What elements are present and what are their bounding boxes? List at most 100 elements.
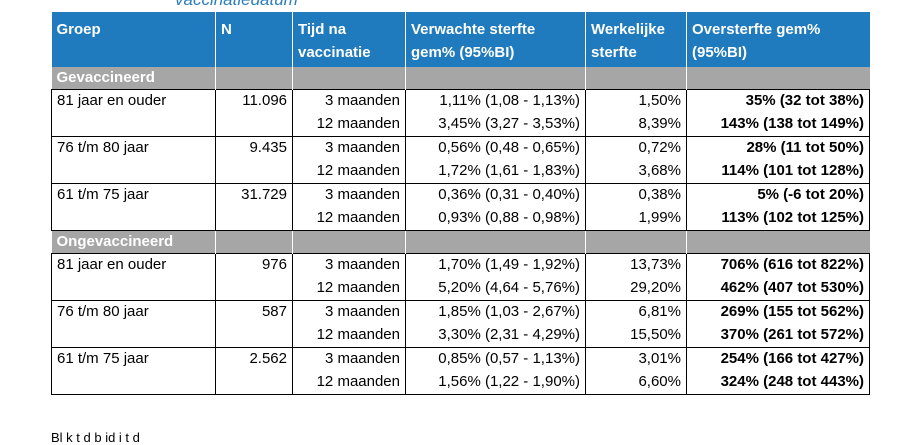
- oversterfte-cell-line: 5% (-6 tot 20%): [757, 186, 864, 203]
- verwacht-cell-line: 0,36% (0,31 - 0,40%): [438, 186, 580, 203]
- oversterfte-cell-line: 114% (101 tot 128%): [721, 162, 864, 179]
- tijd-cell-line: 12 maanden: [316, 209, 400, 226]
- verwacht-cell-line: 0,56% (0,48 - 0,65%): [438, 139, 580, 156]
- section-row: Gevaccineerd: [51, 67, 870, 90]
- section-filler: [215, 230, 293, 254]
- verwacht-cell-line: 1,70% (1,49 - 1,92%): [438, 256, 580, 273]
- oversterfte-cell-line: 370% (261 tot 572%): [720, 326, 864, 343]
- cut-heading: vaccinatiedatum: [0, 0, 904, 12]
- werkelijk-cell-line: 29,20%: [630, 279, 681, 296]
- header-werkelijk: Werkelijke sterfte: [585, 12, 687, 67]
- werkelijk-cell-line: 6,81%: [638, 303, 681, 320]
- werkelijk-cell-line: 0,72%: [638, 139, 681, 156]
- werkelijk-cell-line: 3,01%: [638, 350, 681, 367]
- table-row: 61 t/m 75 jaar 2.562 3 maanden 12 maanden 0,…: [51, 347, 870, 395]
- table-row: 81 jaar en ouder 976 3 maanden 12 maanden 1,…: [51, 253, 870, 301]
- tijd-cell: 3 maanden 12 maanden: [292, 136, 406, 184]
- group-name: 81 jaar en ouder: [51, 89, 216, 137]
- werkelijk-cell: 0,72% 3,68%: [585, 136, 687, 184]
- verwacht-cell-line: 0,93% (0,88 - 0,98%): [438, 209, 580, 226]
- verwacht-cell: 1,85% (1,03 - 2,67%) 3,30% (2,31 - 4,29%): [405, 300, 586, 348]
- group-name: 76 t/m 80 jaar: [51, 136, 216, 184]
- werkelijk-cell-line: 1,99%: [638, 209, 681, 226]
- verwacht-cell-line: 1,72% (1,61 - 1,83%): [438, 162, 580, 179]
- header-groep: Groep: [51, 12, 216, 67]
- oversterfte-cell-line: 143% (138 tot 149%): [720, 115, 864, 132]
- oversterfte-cell: 254% (166 tot 427%) 324% (248 tot 443%): [686, 347, 870, 395]
- section-filler: [292, 67, 406, 90]
- section-filler: [686, 67, 870, 90]
- verwacht-cell: 0,56% (0,48 - 0,65%) 1,72% (1,61 - 1,83%): [405, 136, 586, 184]
- header-over: Oversterfte gem% (95%BI): [686, 12, 870, 67]
- verwacht-cell-line: 3,45% (3,27 - 3,53%): [438, 115, 580, 132]
- cut-heading-text: vaccinatiedatum: [175, 0, 298, 10]
- group-n: 11.096: [215, 89, 293, 137]
- oversterfte-cell: 28% (11 tot 50%) 114% (101 tot 128%): [686, 136, 870, 184]
- werkelijk-cell-line: 8,39%: [638, 115, 681, 132]
- verwacht-cell: 0,36% (0,31 - 0,40%) 0,93% (0,88 - 0,98%): [405, 183, 586, 231]
- group-n: 31.729: [215, 183, 293, 231]
- section-filler: [686, 230, 870, 254]
- section-filler: [405, 67, 586, 90]
- group-name: 61 t/m 75 jaar: [51, 347, 216, 395]
- tijd-cell-line: 12 maanden: [316, 162, 400, 179]
- werkelijk-cell-line: 13,73%: [630, 256, 681, 273]
- section-filler: [585, 230, 687, 254]
- oversterfte-cell: 35% (32 tot 38%) 143% (138 tot 149%): [686, 89, 870, 137]
- verwacht-cell: 1,11% (1,08 - 1,13%) 3,45% (3,27 - 3,53%): [405, 89, 586, 137]
- header-tijd: Tijd na vaccinatie: [292, 12, 406, 67]
- table-row: 76 t/m 80 jaar 587 3 maanden 12 maanden 1,85…: [51, 300, 870, 348]
- tijd-cell: 3 maanden 12 maanden: [292, 300, 406, 348]
- werkelijk-cell: 0,38% 1,99%: [585, 183, 687, 231]
- oversterfte-cell-line: 35% (32 tot 38%): [745, 92, 864, 109]
- section-label: Gevaccineerd: [51, 67, 216, 90]
- section-filler: [292, 230, 406, 254]
- werkelijk-cell: 1,50% 8,39%: [585, 89, 687, 137]
- header-row: Groep N Tijd na vaccinatie Verwachte ste…: [51, 12, 870, 67]
- werkelijk-cell-line: 6,60%: [638, 373, 681, 390]
- tijd-cell-line: 3 maanden: [324, 303, 400, 320]
- table-row: 61 t/m 75 jaar 31.729 3 maanden 12 maanden 0…: [51, 183, 870, 231]
- header-n: N: [215, 12, 293, 67]
- group-n: 9.435: [215, 136, 293, 184]
- verwacht-cell-line: 1,56% (1,22 - 1,90%): [438, 373, 580, 390]
- section-filler: [405, 230, 586, 254]
- group-n: 587: [215, 300, 293, 348]
- oversterfte-cell: 5% (-6 tot 20%) 113% (102 tot 125%): [686, 183, 870, 231]
- group-name: 81 jaar en ouder: [51, 253, 216, 301]
- werkelijk-cell-line: 15,50%: [630, 326, 681, 343]
- table-row: 76 t/m 80 jaar 9.435 3 maanden 12 maanden 0,…: [51, 136, 870, 184]
- oversterfte-cell-line: 254% (166 tot 427%): [720, 350, 864, 367]
- oversterfte-cell-line: 462% (407 tot 530%): [720, 279, 864, 296]
- werkelijk-cell-line: 0,38%: [638, 186, 681, 203]
- oversterfte-cell-line: 324% (248 tot 443%): [720, 373, 864, 390]
- tijd-cell-line: 3 maanden: [324, 350, 400, 367]
- werkelijk-cell-line: 1,50%: [638, 92, 681, 109]
- oversterfte-cell-line: 28% (11 tot 50%): [746, 139, 864, 156]
- tijd-cell-line: 3 maanden: [324, 256, 400, 273]
- tijd-cell-line: 12 maanden: [316, 373, 400, 390]
- oversterfte-cell: 269% (155 tot 562%) 370% (261 tot 572%): [686, 300, 870, 348]
- tijd-cell-line: 3 maanden: [324, 186, 400, 203]
- tijd-cell: 3 maanden 12 maanden: [292, 89, 406, 137]
- section-filler: [585, 67, 687, 90]
- verwacht-cell-line: 0,85% (0,57 - 1,13%): [438, 350, 580, 367]
- verwacht-cell-line: 5,20% (4,64 - 5,76%): [438, 279, 580, 296]
- werkelijk-cell: 13,73% 29,20%: [585, 253, 687, 301]
- header-verwacht: Verwachte sterfte gem% (95%BI): [405, 12, 586, 67]
- verwacht-cell-line: 1,85% (1,03 - 2,67%): [438, 303, 580, 320]
- table-row: 81 jaar en ouder 11.096 3 maanden 12 maande…: [51, 89, 870, 137]
- tijd-cell-line: 12 maanden: [316, 279, 400, 296]
- tijd-cell: 3 maanden 12 maanden: [292, 347, 406, 395]
- tijd-cell-line: 12 maanden: [316, 115, 400, 132]
- verwacht-cell-line: 1,11% (1,08 - 1,13%): [439, 92, 580, 109]
- tijd-cell-line: 12 maanden: [316, 326, 400, 343]
- werkelijk-cell: 6,81% 15,50%: [585, 300, 687, 348]
- oversterfte-cell-line: 113% (102 tot 125%): [721, 209, 864, 226]
- excess-mortality-table: Groep N Tijd na vaccinatie Verwachte ste…: [51, 12, 870, 395]
- verwacht-cell-line: 3,30% (2,31 - 4,29%): [438, 326, 580, 343]
- section-filler: [215, 67, 293, 90]
- werkelijk-cell: 3,01% 6,60%: [585, 347, 687, 395]
- section-row: Ongevaccineerd: [51, 230, 870, 254]
- tijd-cell-line: 3 maanden: [324, 139, 400, 156]
